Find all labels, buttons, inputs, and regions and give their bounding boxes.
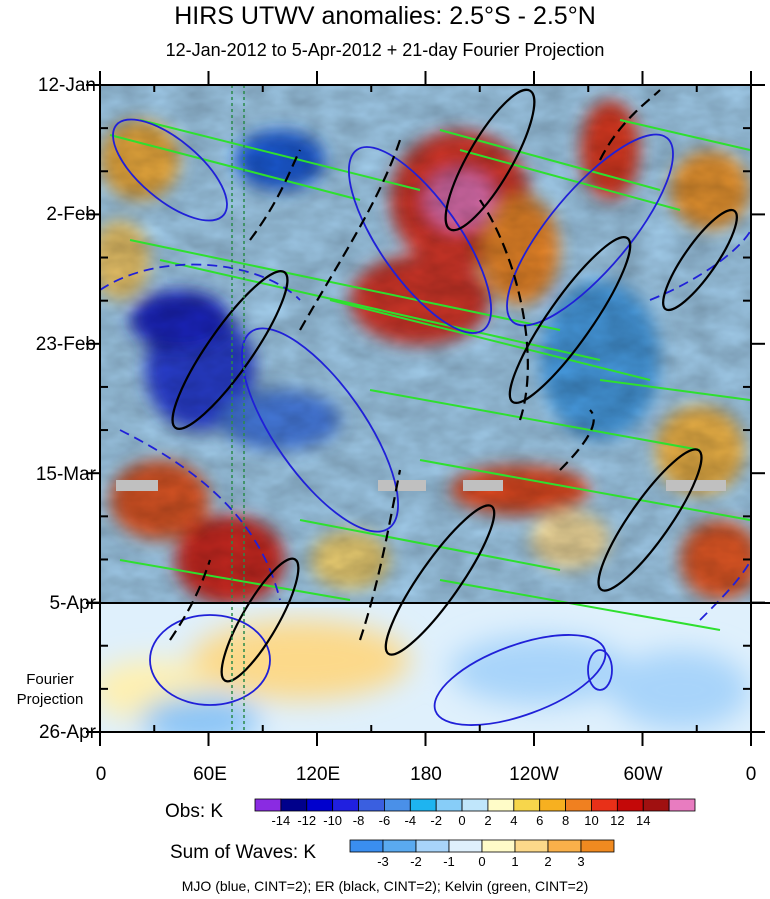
fourier-label-line2: Projection xyxy=(16,691,84,708)
waves-legend-label: Sum of Waves: K xyxy=(170,842,317,863)
obs-swatch-10 xyxy=(513,798,541,812)
obs-tick-10: 6 xyxy=(536,813,544,828)
y-tick-5-apr: 5-Apr xyxy=(49,593,96,614)
obs-tick-11: 8 xyxy=(561,813,570,828)
obs-tick-13: 12 xyxy=(610,813,625,828)
wave-legend-footer: MJO (blue, CINT=2); ER (black, CINT=2); … xyxy=(181,878,589,894)
fourier-projection-label: Fourier Projection xyxy=(10,670,90,710)
waves-tick-0: -3 xyxy=(377,854,389,869)
obs-swatch-4 xyxy=(358,798,385,812)
x-tick-60e: 60E xyxy=(193,764,227,785)
obs-swatch-8 xyxy=(461,798,489,812)
waves-swatch-6 xyxy=(547,839,582,853)
fourier-label-line1: Fourier xyxy=(26,671,74,688)
obs-tick-1: -12 xyxy=(297,813,317,828)
y-tick-26-apr: 26-Apr xyxy=(38,722,96,743)
mjo-contours xyxy=(100,118,751,726)
x-tick-120w: 120W xyxy=(509,764,559,785)
y-tick-12-jan: 12-Jan xyxy=(37,75,96,96)
obs-swatch-7 xyxy=(435,798,463,812)
obs-swatch-15 xyxy=(642,798,670,812)
waves-tick-5: 2 xyxy=(544,854,552,869)
waves-swatch-5 xyxy=(514,839,549,853)
obs-tick-14: 14 xyxy=(636,813,651,828)
obs-swatch-12 xyxy=(565,798,592,812)
waves-swatch-7 xyxy=(580,839,615,853)
heatmap-field xyxy=(100,85,751,732)
obs-swatch-3 xyxy=(332,798,359,812)
x-tick-0-left: 0 xyxy=(95,764,107,785)
obs-tick-3: -8 xyxy=(352,813,365,828)
obs-tick-9: 4 xyxy=(510,813,518,828)
obs-swatch-11 xyxy=(539,798,566,812)
obs-tick-12: 10 xyxy=(584,813,599,828)
waves-swatch-0 xyxy=(349,839,384,853)
obs-tick-2: -10 xyxy=(323,813,343,828)
y-tick-23-feb: 23-Feb xyxy=(35,334,96,355)
waves-tick-4: 1 xyxy=(511,854,519,869)
waves-tick-2: -1 xyxy=(443,854,455,869)
obs-swatch-16 xyxy=(668,798,696,812)
waves-swatch-1 xyxy=(382,839,417,853)
y-tick-15-mar: 15-Mar xyxy=(35,464,96,485)
waves-swatch-4 xyxy=(481,839,516,853)
obs-swatch-9 xyxy=(487,798,515,812)
obs-swatch-6 xyxy=(409,798,437,812)
waves-tick-6: 3 xyxy=(577,854,585,869)
waves-tick-3: 0 xyxy=(478,854,486,869)
x-tick-0-right: 0 xyxy=(745,764,757,785)
waves-colorbar xyxy=(349,839,615,853)
er-contours xyxy=(169,88,738,683)
obs-tick-7: 0 xyxy=(458,813,466,828)
obs-tick-5: -4 xyxy=(404,813,417,828)
chart-subtitle: 12-Jan-2012 to 5-Apr-2012 + 21-day Fouri… xyxy=(165,40,605,60)
obs-swatch-0 xyxy=(254,798,282,812)
obs-colorbar xyxy=(254,798,696,812)
axis-ticks xyxy=(86,71,765,746)
obs-tick-0: -14 xyxy=(271,813,291,828)
obs-tick-8: 2 xyxy=(484,813,492,828)
x-tick-120e: 120E xyxy=(295,764,341,785)
obs-swatch-1 xyxy=(280,798,308,812)
waves-tick-1: -2 xyxy=(410,854,422,869)
x-tick-60w: 60W xyxy=(623,764,663,785)
obs-swatch-14 xyxy=(616,798,644,812)
obs-legend-label: Obs: K xyxy=(165,801,224,822)
obs-tick-4: -6 xyxy=(378,813,391,828)
waves-swatch-2 xyxy=(415,839,450,853)
chart-title: HIRS UTWV anomalies: 2.5°S - 2.5°N xyxy=(174,2,596,30)
obs-swatch-13 xyxy=(591,798,618,812)
obs-swatch-5 xyxy=(384,798,411,812)
x-tick-180: 180 xyxy=(410,764,442,785)
y-tick-2-feb: 2-Feb xyxy=(46,204,96,225)
waves-swatch-3 xyxy=(448,839,483,853)
obs-tick-6: -2 xyxy=(430,813,442,828)
obs-swatch-2 xyxy=(306,798,334,812)
kelvin-contours xyxy=(109,119,751,631)
